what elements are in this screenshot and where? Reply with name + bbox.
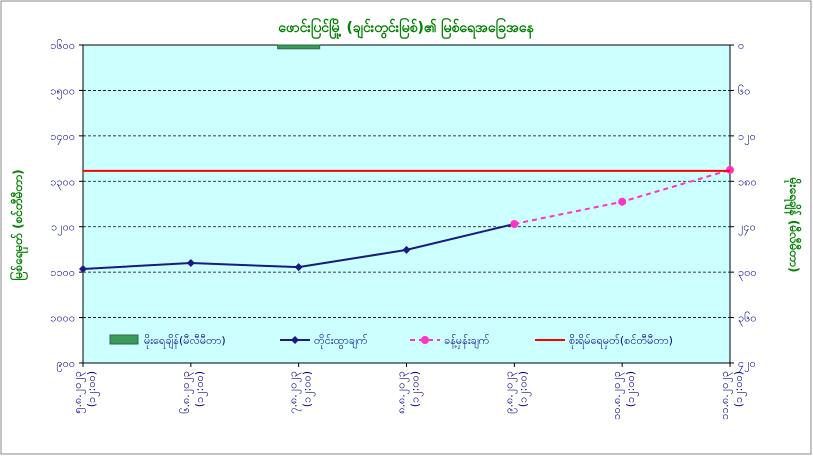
rain-bar	[277, 44, 321, 50]
x-tick-label: ၁၀.၈.၂၀၂၃(၁၂:၀၀)	[610, 371, 639, 420]
y2-tick-label: ၃၆၀	[738, 312, 757, 327]
point	[510, 219, 519, 228]
x-tick-label: ၅.၈.၂၀၂၃(၁၂:၀၀)	[71, 371, 100, 414]
point	[186, 259, 195, 268]
legend-marker	[421, 336, 429, 344]
y-tick-label: ၁၀၀၀	[50, 312, 75, 325]
y2-tick-label: ၁၈၀	[738, 175, 757, 188]
y2-tick-label: ၁၂၀	[738, 130, 756, 145]
x-tick-label: ၉.၈.၂၀၂၃(၁၂:၀၀)	[502, 371, 531, 414]
legend-label: မိုးရေချိန်(မီလီမီတာ)	[144, 334, 226, 349]
x-tick-label: ၆.၈.၂၀၂၃(၁၂:၀၀)	[179, 371, 208, 414]
point	[402, 245, 411, 254]
x-tick-label: ၇.၈.၂၀၂၃(၁၂:၀၀)	[287, 371, 316, 414]
y-tick-label: ၉၀၀	[56, 357, 75, 372]
x-tick-label: ၁၁.၈.၂၀၂၃(၁၂:၀၀)	[718, 371, 747, 420]
x-tick-label: ၈.၈.၂၀၂၃(၁၂:၀၀)	[395, 371, 424, 414]
y-tick-label: ၁၁၀၀	[50, 266, 75, 279]
y-axis-label: မြစ်ရေမှတ် (စင်တီမီတာ)	[8, 169, 29, 280]
legend-label: စိုးရိမ်ရေမှတ်(စင်တီမီတာ)	[569, 334, 673, 349]
y-tick-label: ၁၄၀၀	[50, 130, 75, 145]
y2-tick-label: ၄၂၀	[738, 357, 756, 372]
legend-label: ခန့်မှန်းချက်	[444, 334, 490, 349]
y-tick-label: ၁၂၀၀	[51, 221, 75, 236]
legend-swatch	[109, 334, 139, 345]
y2-tick-label: ၆၀	[738, 84, 750, 97]
legend-marker	[291, 336, 299, 344]
point	[294, 263, 303, 272]
point	[79, 264, 87, 273]
y2-tick-label: ၃၀၀	[738, 266, 757, 281]
plot-area	[82, 44, 731, 364]
legend-label: တိုင်းထွာချက်	[314, 334, 368, 349]
y2-axis-label: မိုးရေချိန် (မီလီမီတာ)	[783, 177, 803, 273]
y2-tick-label: ၂၄၀	[738, 221, 756, 236]
y2-tick-label: ၀	[738, 39, 744, 52]
point	[618, 197, 627, 206]
chart-title: ဖောင်းပြင်မြို့ (ချင်းတွင်းမြစ်)၏ မြစ်ရေ…	[278, 18, 534, 39]
y-tick-label: ၁၃၀၀	[50, 175, 75, 190]
y-tick-label: ၁၆၀၀	[50, 39, 75, 52]
y-tick-label: ၁၅၀၀	[50, 84, 75, 99]
